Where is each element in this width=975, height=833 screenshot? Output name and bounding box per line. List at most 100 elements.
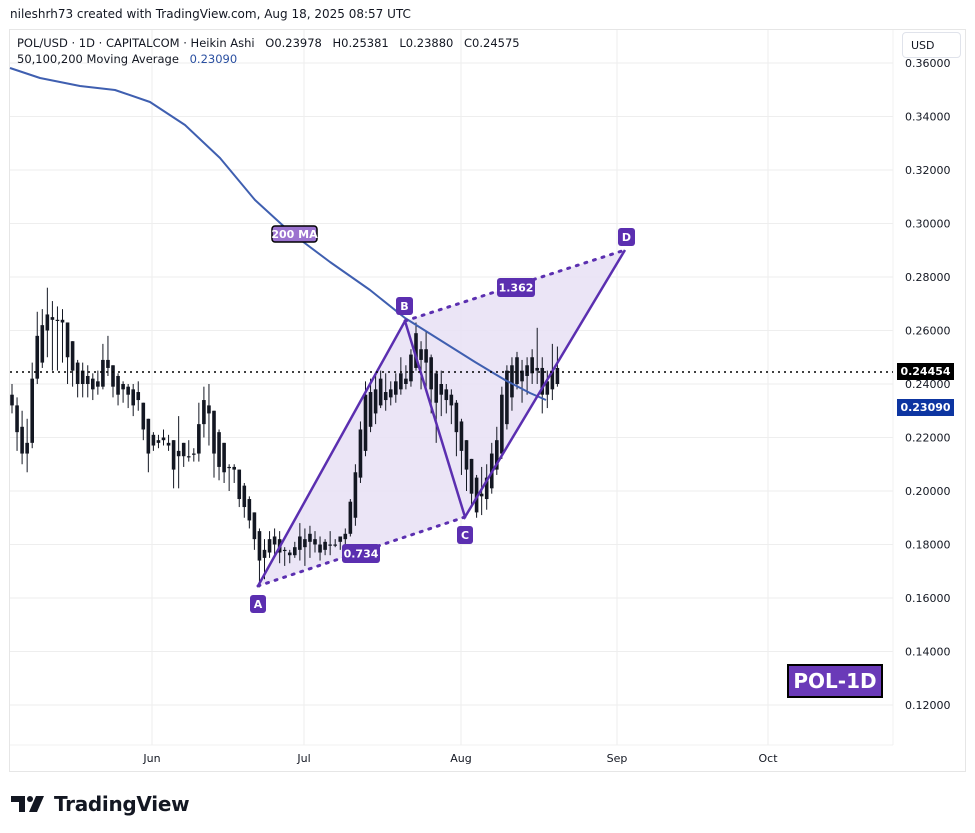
candle: [257, 528, 262, 588]
candle: [434, 370, 438, 443]
candle: [282, 547, 287, 566]
candle: [459, 418, 464, 475]
candle: [166, 434, 171, 451]
ma-200-label[interactable]: 200 MA: [271, 225, 318, 243]
tradingview-logo[interactable]: TradingView: [11, 792, 190, 816]
candle: [318, 536, 322, 561]
legend-symbol[interactable]: POL/USD · 1D · CAPITALCOM · Heikin Ashi: [17, 36, 255, 50]
price-axis-label: 0.24000: [905, 378, 951, 391]
candle: [267, 531, 272, 558]
candle: [535, 327, 539, 384]
svg-text:B: B: [400, 300, 408, 313]
candle: [484, 464, 489, 510]
price-axis-label: 0.16000: [905, 592, 951, 605]
ma-price-tag: 0.23090: [897, 399, 954, 416]
legend-open: O0.23978: [265, 36, 322, 50]
candle: [530, 349, 534, 384]
candle: [495, 426, 499, 475]
candle: [111, 365, 115, 398]
price-axis-label: 0.14000: [905, 646, 951, 659]
candle: [515, 351, 519, 390]
legend-low: L0.23880: [399, 36, 454, 50]
candle: [85, 365, 90, 398]
candle: [131, 384, 135, 417]
candle: [308, 525, 312, 558]
candle: [136, 381, 141, 411]
symbol-badge: POL-1D: [787, 664, 883, 698]
candle: [404, 365, 408, 390]
candle: [101, 343, 105, 390]
time-axis-label: Jun: [142, 752, 160, 765]
candle: [298, 523, 302, 561]
last-price-tag: 0.24454: [897, 363, 954, 380]
candle: [212, 410, 216, 478]
candle: [394, 373, 398, 403]
svg-text:D: D: [622, 231, 631, 244]
currency-button[interactable]: USD: [902, 32, 961, 58]
candle: [197, 402, 201, 462]
candle: [388, 381, 393, 406]
point-label-a[interactable]: A: [250, 595, 266, 613]
candle: [378, 370, 383, 409]
candle: [50, 301, 55, 371]
candle: [141, 402, 146, 441]
price-axis-labels: 0.12000 0.14000 0.16000 0.18000 0.20000 0.220…: [905, 57, 951, 712]
candle: [525, 357, 529, 395]
candle: [287, 549, 292, 564]
candle: [464, 440, 469, 491]
candle: [106, 335, 110, 376]
candle: [293, 541, 297, 558]
candle: [25, 418, 29, 473]
harmonic-pattern-fill: [258, 250, 625, 586]
candle: [151, 432, 156, 451]
point-label-b[interactable]: B: [396, 297, 413, 315]
svg-text:A: A: [254, 598, 263, 611]
point-label-c[interactable]: C: [457, 526, 473, 544]
candle: [399, 357, 403, 395]
candle: [15, 397, 19, 451]
price-axis-label: 0.30000: [905, 218, 951, 231]
candle: [323, 539, 327, 556]
candle: [80, 362, 85, 398]
ratio-label-bd[interactable]: 1.362: [497, 278, 535, 297]
candle: [20, 410, 24, 465]
price-axis-label: 0.22000: [905, 432, 951, 445]
legend-ma-label[interactable]: 50,100,200 Moving Average: [17, 52, 179, 66]
svg-text:C: C: [461, 529, 469, 542]
candle: [303, 528, 307, 566]
candle: [40, 309, 45, 368]
candle: [409, 349, 413, 387]
chart-frame: [9, 29, 966, 772]
chart-credit: nileshrh73 created with TradingView.com,…: [10, 7, 411, 21]
candle: [242, 482, 247, 518]
candle: [60, 309, 65, 363]
point-label-d[interactable]: D: [618, 228, 635, 246]
candle: [156, 434, 161, 449]
candle: [116, 373, 120, 406]
price-axis-label: 0.32000: [905, 164, 951, 177]
candle: [121, 381, 125, 403]
svg-text:1.362: 1.362: [499, 282, 534, 295]
abcd-leg-lines: [256, 249, 627, 587]
candle: [237, 469, 242, 508]
candle: [227, 464, 231, 491]
candle: [10, 384, 14, 414]
candle: [30, 362, 34, 449]
candle: [505, 365, 509, 430]
candle: [192, 448, 196, 462]
price-axis-label: 0.18000: [905, 539, 951, 552]
candle: [368, 378, 373, 433]
tradingview-logo-icon: [11, 796, 44, 812]
grid-lines: [10, 30, 893, 745]
candle: [540, 357, 545, 414]
candle: [454, 400, 459, 457]
candle: [70, 341, 75, 387]
candle: [449, 389, 454, 425]
candlestick-series: [10, 287, 560, 588]
candle: [45, 287, 50, 358]
candle: [545, 370, 550, 409]
ratio-label-ac[interactable]: 0.734: [342, 544, 380, 563]
candle: [126, 384, 130, 409]
candle: [424, 330, 428, 390]
